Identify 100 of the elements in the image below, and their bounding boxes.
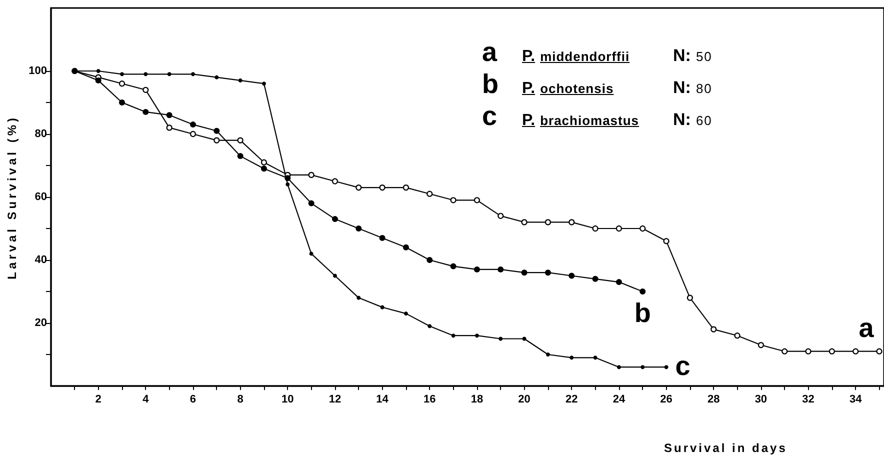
y-axis-title: Larval Survival (%) bbox=[5, 114, 19, 280]
point bbox=[260, 159, 268, 166]
annotation: P. middendorffii bbox=[522, 48, 630, 65]
point bbox=[568, 272, 575, 279]
point bbox=[356, 226, 362, 232]
point bbox=[876, 348, 882, 354]
point bbox=[332, 216, 338, 222]
series-label: a bbox=[858, 312, 875, 343]
point bbox=[568, 219, 575, 226]
point bbox=[237, 137, 244, 144]
point bbox=[592, 276, 598, 282]
x-tick-label: 8 bbox=[237, 394, 244, 406]
point bbox=[190, 122, 196, 128]
point bbox=[828, 348, 835, 354]
x-tick-label: 30 bbox=[754, 394, 768, 406]
point bbox=[734, 332, 740, 339]
point bbox=[521, 270, 528, 276]
point bbox=[309, 252, 314, 256]
point bbox=[308, 200, 314, 206]
text: a bbox=[482, 37, 498, 67]
point bbox=[379, 234, 386, 241]
x-axis-title: Survival in days bbox=[664, 441, 788, 455]
point bbox=[356, 296, 361, 300]
series-label: c bbox=[675, 351, 690, 382]
y-tick-label: 80 bbox=[34, 128, 47, 140]
point bbox=[592, 225, 598, 232]
x-tick-label: 28 bbox=[707, 394, 720, 406]
point bbox=[498, 336, 503, 341]
point bbox=[710, 326, 717, 332]
x-tick-label: 2 bbox=[95, 394, 102, 406]
point bbox=[308, 172, 314, 178]
annotation: P. brachiomastus bbox=[522, 112, 640, 129]
point bbox=[640, 225, 646, 232]
point bbox=[640, 288, 646, 294]
x-tick-label: 10 bbox=[282, 394, 294, 406]
text: c bbox=[482, 101, 498, 131]
point bbox=[120, 72, 124, 76]
point bbox=[332, 274, 337, 278]
point bbox=[426, 257, 433, 263]
x-tick-label: 16 bbox=[424, 394, 436, 406]
point bbox=[640, 365, 645, 370]
point bbox=[544, 270, 551, 276]
point bbox=[166, 112, 172, 118]
point bbox=[451, 334, 456, 338]
point bbox=[190, 130, 196, 138]
point bbox=[332, 178, 338, 184]
point bbox=[686, 294, 693, 301]
point bbox=[286, 182, 290, 186]
x-tick-label: 18 bbox=[470, 394, 484, 406]
point bbox=[450, 263, 456, 270]
x-tick-label: 6 bbox=[190, 394, 196, 406]
point bbox=[664, 365, 668, 370]
point bbox=[214, 128, 220, 134]
point bbox=[521, 219, 528, 226]
y-tick-label: 60 bbox=[34, 191, 47, 203]
point bbox=[142, 108, 149, 115]
point bbox=[616, 225, 622, 232]
point bbox=[852, 348, 859, 354]
point bbox=[805, 348, 812, 354]
point bbox=[260, 166, 267, 172]
point bbox=[570, 356, 574, 360]
text: b bbox=[482, 69, 498, 99]
point bbox=[238, 78, 242, 82]
point bbox=[190, 72, 195, 76]
annotation: N: 60 bbox=[673, 110, 712, 129]
y-tick-label: 20 bbox=[34, 317, 47, 329]
point bbox=[498, 212, 504, 219]
x-tick-label: 26 bbox=[660, 394, 672, 406]
annotation: N: 50 bbox=[673, 46, 712, 65]
point bbox=[450, 197, 456, 204]
point bbox=[522, 336, 526, 341]
point bbox=[616, 279, 622, 286]
x-tick-label: 24 bbox=[612, 394, 626, 406]
point bbox=[782, 348, 788, 354]
point bbox=[474, 197, 480, 204]
point bbox=[616, 365, 621, 370]
series-label: b bbox=[634, 298, 651, 328]
y-tick-label: 100 bbox=[28, 65, 47, 77]
point bbox=[404, 312, 408, 316]
point bbox=[474, 266, 480, 272]
x-tick-label: 14 bbox=[376, 394, 390, 406]
point bbox=[95, 77, 102, 84]
point bbox=[758, 342, 764, 348]
point bbox=[284, 175, 291, 182]
annotation: P. ochotensis bbox=[522, 80, 614, 97]
x-tick-label: 32 bbox=[802, 394, 814, 406]
point bbox=[214, 137, 220, 144]
y-tick-label: 40 bbox=[34, 254, 47, 266]
point bbox=[144, 72, 148, 76]
point bbox=[402, 244, 409, 250]
annotation: N: 80 bbox=[673, 78, 712, 97]
point bbox=[426, 190, 433, 197]
point bbox=[237, 153, 244, 160]
x-tick-label: 22 bbox=[566, 394, 578, 406]
point bbox=[663, 238, 670, 244]
point bbox=[544, 219, 552, 226]
point bbox=[402, 184, 410, 191]
point bbox=[166, 124, 172, 131]
point bbox=[428, 324, 432, 328]
point bbox=[262, 82, 266, 86]
